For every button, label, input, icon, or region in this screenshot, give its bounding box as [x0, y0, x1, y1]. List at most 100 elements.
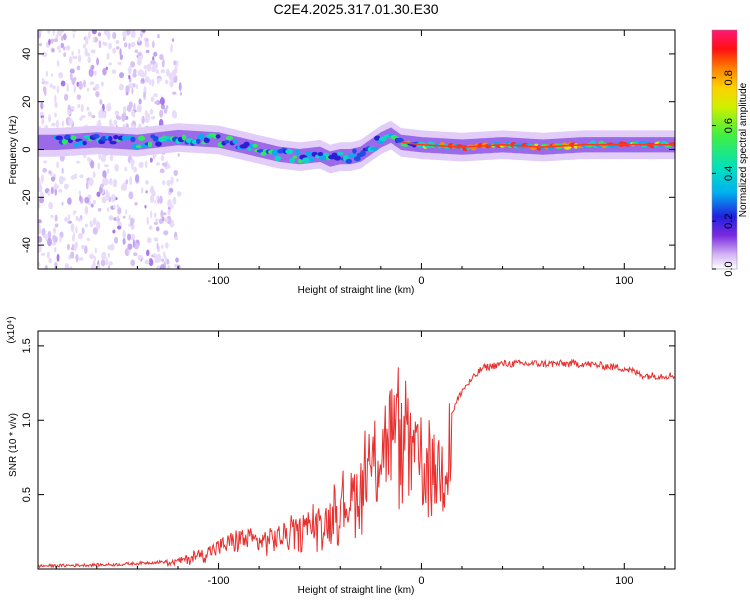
spectrogram-noise-mark: [130, 61, 136, 68]
snr-ytick-label: 1.5: [21, 338, 33, 353]
spectrogram-noise-mark: [160, 244, 164, 250]
spectrogram-noise-mark: [53, 227, 56, 235]
spectrogram-noise-mark: [101, 196, 107, 204]
spectrogram-noise-mark: [146, 216, 150, 225]
spectrogram-noise-mark: [88, 68, 94, 77]
spectrogram-noise-mark: [87, 157, 91, 162]
spectrogram-noise-mark: [50, 38, 54, 44]
spectrogram-noise-mark: [161, 59, 164, 68]
spectrogram-ridge-mark: [374, 135, 381, 141]
spectrogram-noise-mark: [138, 98, 142, 105]
spectrogram-noise-mark: [161, 162, 167, 166]
spectrogram-noise-mark: [131, 87, 134, 95]
spectrogram-noise-mark: [156, 253, 162, 263]
spectrogram-noise-mark: [75, 225, 78, 234]
spectrogram-noise-mark: [84, 196, 90, 204]
colorbar-tick-label: 0.4: [723, 166, 735, 181]
spectrogram-noise-mark: [153, 93, 158, 98]
spectrogram-noise-mark: [78, 190, 81, 196]
spectrogram-noise-mark: [80, 104, 84, 113]
spectrogram-noise-mark: [41, 117, 45, 126]
spectrogram-noise-mark: [143, 37, 147, 41]
spectrogram-noise-mark: [144, 110, 148, 117]
spectrogram-noise-mark: [77, 103, 81, 109]
spectrogram-noise-mark: [68, 56, 73, 64]
spectrogram-noise-mark: [171, 109, 177, 119]
spectrogram-noise-mark: [85, 181, 89, 190]
spectrogram-ridge-mark: [252, 143, 258, 148]
spectrogram-ridge-mark: [147, 141, 153, 148]
spectrogram-noise-mark: [103, 41, 108, 47]
spectrogram-noise-mark: [173, 60, 177, 66]
spectrogram-ridge-mark: [260, 151, 267, 156]
spectrogram-ridge-mark: [347, 153, 356, 158]
colorbar-frame: [711, 29, 738, 270]
spectrogram-noise-mark: [173, 169, 179, 177]
spectrogram-noise-mark: [50, 186, 54, 195]
spectrogram-noise-mark: [164, 217, 169, 223]
spectrogram-ridge-mark: [243, 141, 250, 147]
spectrogram-noise-mark: [84, 223, 88, 228]
spectrogram-noise-mark: [111, 69, 117, 75]
spectrogram-noise-mark: [146, 63, 152, 72]
spectrogram-noise-mark: [58, 175, 64, 185]
spectrogram-noise-mark: [153, 221, 158, 225]
spectrogram-noise-mark: [128, 101, 133, 109]
spectrogram-noise-mark: [130, 42, 136, 48]
spectrogram-noise-mark: [117, 206, 122, 215]
spectrogram-noise-mark: [145, 49, 150, 54]
spectrogram-noise-mark: [132, 239, 136, 248]
spectrogram-noise-mark: [87, 56, 91, 64]
spectrogram-xtick-label: 0: [418, 275, 424, 287]
spectrogram-noise-mark: [157, 78, 160, 84]
spectrogram-ridge-mark: [130, 136, 136, 143]
spectrogram-noise-mark: [38, 184, 43, 193]
spectrogram-noise-mark: [160, 209, 164, 219]
spectrogram-noise-mark: [141, 115, 145, 125]
spectrogram-noise-mark: [164, 242, 169, 249]
spectrogram-ridge-mark: [319, 155, 328, 161]
spectrogram-noise-mark: [97, 32, 102, 37]
spectrogram-noise-mark: [52, 234, 57, 242]
spectrogram-ridge-mark: [70, 135, 77, 141]
spectrogram-noise-mark: [68, 118, 73, 126]
spectrogram-panel: -100 0 100 -40 -20 0 20 40 Height of straight l…: [8, 29, 676, 296]
spectrogram-noise-mark: [111, 193, 116, 203]
spectrogram-noise-mark: [46, 251, 50, 259]
spectrogram-noise-mark: [48, 201, 53, 210]
spectrogram-noise-mark: [38, 262, 41, 268]
colorbar-gradient: [712, 30, 737, 269]
spectrogram-ridge-mark: [61, 138, 68, 145]
spectrogram-noise-mark: [73, 85, 76, 93]
spectrogram-noise-mark: [159, 195, 163, 204]
spectrogram-ridge-mark: [302, 157, 311, 163]
spectrogram-noise-mark: [105, 66, 108, 71]
spectrogram-noise-mark: [42, 167, 48, 173]
spectrogram-ridge-mark: [271, 149, 279, 156]
spectrogram-noise-mark: [154, 101, 159, 105]
spectrogram-noise-mark: [39, 197, 45, 204]
spectrogram-ridge-mark: [395, 137, 404, 143]
spectrogram-noise-mark: [66, 83, 69, 92]
spectrogram-noise-mark: [93, 70, 97, 76]
spectrogram-noise-mark: [47, 190, 51, 196]
spectrogram-noise-mark: [163, 251, 166, 258]
spectrogram-ridge-mark: [305, 151, 313, 157]
spectrogram-noise-mark: [55, 119, 60, 129]
spectrogram-noise-mark: [155, 218, 159, 222]
spectrogram-ridge-mark: [247, 147, 252, 151]
spectrogram-noise-mark: [134, 202, 138, 206]
spectrogram-noise-mark: [84, 205, 89, 215]
spectrogram-noise-mark: [41, 51, 48, 58]
spectrogram-noise-mark: [96, 221, 101, 230]
spectrogram-noise-mark: [175, 60, 179, 67]
spectrogram-noise-mark: [174, 263, 179, 268]
spectrogram-noise-mark: [145, 249, 150, 257]
spectrogram-noise-mark: [62, 33, 67, 41]
spectrogram-noise-mark: [81, 244, 85, 250]
spectrogram-noise-mark: [138, 161, 144, 169]
spectrogram-noise-mark: [73, 210, 77, 214]
spectrogram-noise-mark: [45, 70, 49, 77]
spectrogram-ridge-mark: [297, 158, 304, 164]
spectrogram-noise-mark: [62, 46, 66, 51]
